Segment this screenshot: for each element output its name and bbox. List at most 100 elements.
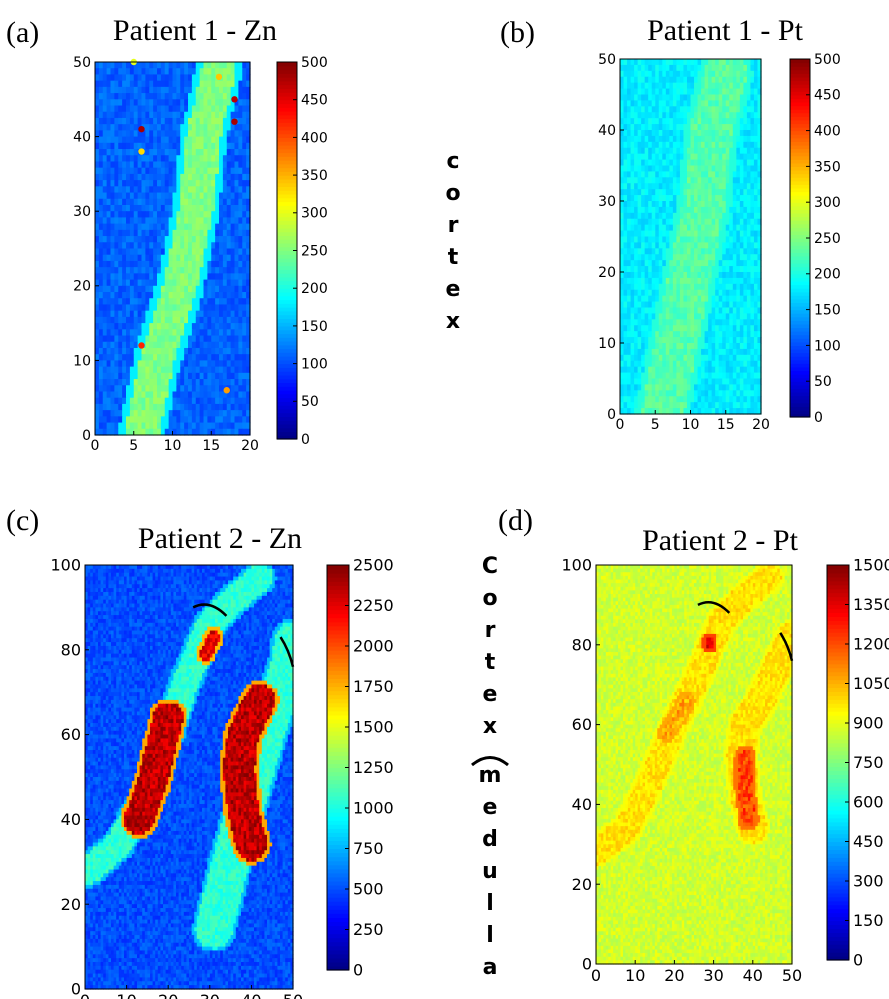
heatmap-cell [184,87,188,94]
heatmap-cell [161,130,165,137]
heatmap-cell [638,242,642,249]
heatmap-cell [645,302,649,309]
heatmap-cell [95,81,99,88]
heatmap-cell [743,231,747,238]
heatmap-cell [676,379,680,386]
heatmap-cell [705,71,709,78]
heatmap-cell [645,112,649,119]
heatmap-cell [145,161,149,168]
heatmap-cell [673,213,677,220]
heatmap-cell [624,248,628,255]
heatmap-cell [219,304,223,311]
heatmap-cell [648,248,652,255]
heatmap-cell [107,87,111,94]
heatmap-cells [620,59,762,415]
heatmap-cell [652,130,656,137]
heatmap-cell [134,311,138,318]
heatmap-cell [238,112,242,119]
heatmap-cell [726,59,730,66]
heatmap-cell [196,168,200,175]
heatmap-cell [215,242,219,249]
heatmap-cell [188,379,192,386]
heatmap-cell [235,323,239,330]
heatmap-cell [107,373,111,380]
heatmap-cell [712,201,716,208]
heatmap-cell [118,106,122,113]
heatmap-cell [620,83,624,90]
heatmap-cell [223,186,227,193]
heatmap-cell [722,77,726,84]
heatmap-cell [122,379,126,386]
heatmap-cell [118,379,122,386]
heatmap-cell [719,136,723,143]
heatmap-cell [641,308,645,315]
colorbar-segment [277,103,297,107]
heatmap-cell [627,148,631,155]
heatmap-cell [207,236,211,243]
colorbar-tick-label: 250 [301,243,328,259]
heatmap-cell [740,130,744,137]
heatmap-cell [648,242,652,249]
heatmap-cell [648,349,652,356]
heatmap-cell [134,410,138,417]
heatmap-cell [705,77,709,84]
heatmap-cell [648,390,652,397]
heatmap-cell [103,367,107,374]
heatmap-cell [99,155,103,162]
heatmap-cell [687,59,691,66]
heatmap-cell [219,137,223,144]
heatmap-cell [196,130,200,137]
heatmap-cell [95,143,99,150]
heatmap-cell [624,59,628,66]
heatmap-cell [192,199,196,206]
colorbar-tick-label: 200 [301,281,328,297]
heatmap-cell [173,62,177,69]
heatmap-cell [733,254,737,261]
heatmap-cell [715,89,719,96]
heatmap-cell [153,143,157,150]
heatmap-cell [673,302,677,309]
heatmap-cell [648,118,652,125]
heatmap-cell [238,224,242,231]
heatmap-cell [740,337,744,344]
heatmap-cell [750,260,754,267]
heatmap-cell [149,242,153,249]
heatmap-cell [161,106,165,113]
heatmap-cell [169,130,173,137]
heatmap-cell [223,311,227,318]
heatmap-cell [200,354,204,361]
heatmap-cell [223,249,227,256]
heatmap-cell [631,237,635,244]
heatmap-cell [747,95,751,102]
heatmap-cell [680,219,684,226]
heatmap-cell [126,342,130,349]
heatmap-cell [242,112,246,119]
heatmap-cell [638,166,642,173]
heatmap-cell [219,348,223,355]
heatmap-cell [219,261,223,268]
heatmap-cell [176,124,180,131]
heatmap-cell [736,171,740,178]
heatmap-cell [652,225,656,232]
heatmap-cell [103,143,107,150]
heatmap-cell [211,112,215,119]
heatmap-cell [708,331,712,338]
heatmap-cell [669,266,673,273]
heatmap-cell [683,373,687,380]
heatmap-cell [231,292,235,299]
heatmap-cell [754,77,758,84]
heatmap-cell [207,336,211,343]
heatmap-cell [153,124,157,131]
heatmap-cell [743,302,747,309]
heatmap-cell [627,77,631,84]
colorbar-tick-label: 150 [301,319,328,335]
heatmap-cell [196,267,200,274]
heatmap-cell [227,124,231,131]
heatmap-cell [655,308,659,315]
heatmap-cell [645,166,649,173]
heatmap-cell [694,278,698,285]
heatmap-cell [118,174,122,181]
heatmap-cell [673,248,677,255]
heatmap-cell [142,112,146,119]
heatmap-cell [701,284,705,291]
